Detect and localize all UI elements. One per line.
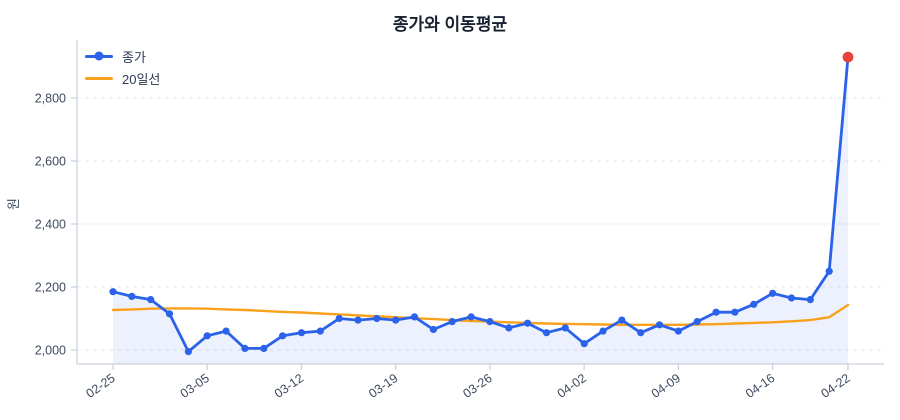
close-marker (165, 310, 174, 318)
gridlines (77, 97, 884, 351)
close-marker (712, 308, 720, 316)
close-marker (524, 319, 532, 327)
close-marker (787, 294, 796, 302)
x-tick-label: 04-16 (743, 371, 777, 401)
close-line-swatch-icon (85, 51, 113, 61)
close-marker (750, 300, 758, 308)
close-marker (373, 314, 381, 323)
close-marker (184, 348, 192, 356)
x-tick-label: 02-25 (83, 371, 117, 401)
x-tick-label: 04-09 (649, 371, 683, 401)
y-tick-labels: 2,000 2,200 2,400 2,600 2,800 (35, 92, 77, 358)
ma20-line (111, 303, 850, 326)
close-marker (222, 327, 230, 335)
close-marker (241, 344, 249, 352)
close-marker (410, 313, 419, 321)
x-tick-label: 03-12 (272, 371, 306, 401)
close-markers (109, 51, 854, 356)
close-marker (825, 267, 833, 275)
close-area-fill (113, 57, 848, 364)
axes (76, 40, 884, 365)
x-tick-label: 04-02 (555, 371, 589, 401)
close-marker (637, 329, 645, 337)
legend-item-close: 종가 (85, 47, 160, 65)
close-marker (297, 329, 306, 337)
legend-label-ma20: 20일선 (122, 71, 161, 87)
close-marker (354, 316, 362, 324)
ma-line-swatch-icon (85, 76, 113, 80)
x-tick-label: 03-05 (178, 371, 212, 401)
close-line (111, 55, 850, 353)
close-marker (486, 318, 494, 326)
x-tick-label: 03-19 (366, 371, 400, 401)
close-marker (561, 324, 569, 332)
close-marker (693, 318, 701, 326)
close-marker (128, 292, 136, 300)
x-tick-label: 04-22 (818, 371, 852, 401)
close-marker (806, 296, 814, 304)
close-marker (731, 308, 739, 316)
close-marker (392, 316, 400, 324)
close-marker (599, 327, 607, 335)
close-marker (467, 313, 475, 321)
close-marker (147, 296, 155, 304)
x-tick-labels: 02-25 03-05 03-12 03-19 03-26 04-02 04-09 04-16… (83, 364, 853, 401)
close-marker (429, 325, 437, 334)
close-marker (260, 344, 268, 352)
y-tick-label: 2,000 (35, 344, 66, 358)
close-marker (335, 314, 343, 323)
close-marker (316, 327, 324, 335)
close-marker (542, 329, 551, 337)
close-marker (655, 321, 664, 329)
legend-label-close: 종가 (122, 49, 146, 65)
close-marker (769, 289, 777, 297)
close-marker (618, 316, 626, 324)
close-marker (505, 324, 513, 332)
chart-title: 종가와 이동평균 (392, 15, 508, 34)
y-tick-label: 2,600 (35, 155, 66, 169)
close-marker (580, 340, 588, 348)
y-axis-title: 원 (6, 198, 21, 210)
y-tick-label: 2,200 (35, 281, 66, 295)
legend: 종가 20일선 (85, 47, 160, 87)
close-marker (448, 318, 456, 326)
close-marker (203, 332, 211, 340)
x-tick-label: 03-26 (460, 371, 494, 401)
y-tick-label: 2,400 (35, 218, 66, 232)
legend-item-ma20: 20일선 (85, 69, 160, 87)
y-tick-label: 2,800 (35, 92, 66, 106)
close-marker (674, 327, 683, 335)
last-point-marker (842, 51, 854, 63)
close-marker (279, 332, 287, 340)
close-marker (109, 288, 117, 296)
